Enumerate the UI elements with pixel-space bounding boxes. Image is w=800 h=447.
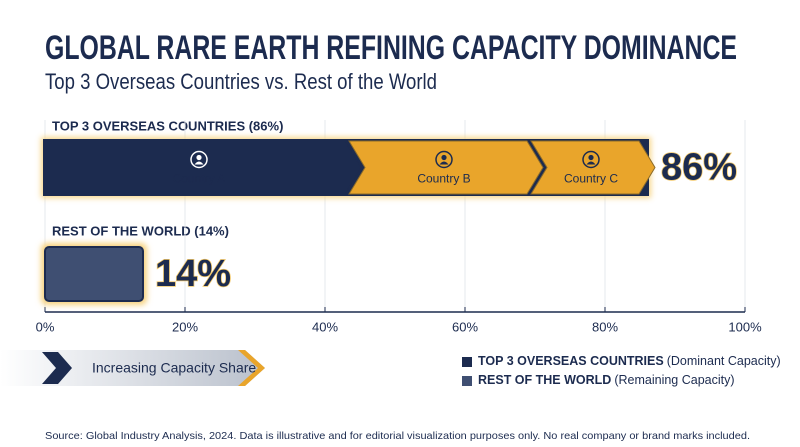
x-tick-label: 100% bbox=[728, 319, 762, 334]
legend-name: TOP 3 OVERSEAS COUNTRIES bbox=[478, 354, 664, 368]
trend-arrow: Increasing Capacity Share bbox=[0, 350, 265, 386]
segment-label: Country C bbox=[564, 172, 618, 186]
person-icon bbox=[582, 150, 600, 169]
person-icon bbox=[435, 150, 453, 169]
legend-note: (Dominant Capacity) bbox=[667, 354, 781, 368]
bar bbox=[44, 246, 144, 302]
x-tick-label: 40% bbox=[312, 319, 338, 334]
legend-entry: REST OF THE WORLD (Remaining Capacity) bbox=[478, 373, 735, 387]
row-label: REST OF THE WORLD (14%) bbox=[52, 223, 229, 238]
x-tick-label: 20% bbox=[172, 319, 198, 334]
legend-name: REST OF THE WORLD bbox=[478, 373, 611, 387]
person-icon-head bbox=[196, 154, 202, 161]
value-label: 14% bbox=[155, 253, 231, 295]
value-label: 86% bbox=[661, 147, 737, 189]
segment-label: Country A bbox=[173, 172, 226, 186]
chart-subtitle: Top 3 Overseas Countries vs. Rest of the… bbox=[45, 69, 437, 94]
chart-title: GLOBAL RARE EARTH REFINING CAPACITY DOMI… bbox=[45, 29, 737, 67]
arrow-label: Increasing Capacity Share bbox=[92, 360, 256, 376]
x-tick-label: 80% bbox=[592, 319, 618, 334]
person-icon-head bbox=[588, 154, 594, 161]
x-tick-label: 60% bbox=[452, 319, 478, 334]
legend-note: (Remaining Capacity) bbox=[614, 373, 734, 387]
legend-entry: TOP 3 OVERSEAS COUNTRIES (Dominant Capaci… bbox=[478, 354, 781, 368]
bar-segment bbox=[44, 140, 362, 195]
segment-label: Country B bbox=[417, 172, 470, 186]
source: Source: Global Industry Analysis, 2024. … bbox=[45, 430, 750, 442]
person-icon-body bbox=[439, 161, 449, 165]
legend-swatch bbox=[462, 376, 472, 386]
person-icon-body bbox=[586, 161, 596, 165]
person-icon bbox=[190, 150, 208, 169]
person-icon-body bbox=[194, 161, 204, 165]
person-icon-head bbox=[441, 154, 447, 161]
legend-swatch bbox=[462, 357, 472, 367]
x-tick-label: 0% bbox=[36, 319, 55, 334]
row-label: TOP 3 OVERSEAS COUNTRIES (86%) bbox=[52, 118, 283, 133]
